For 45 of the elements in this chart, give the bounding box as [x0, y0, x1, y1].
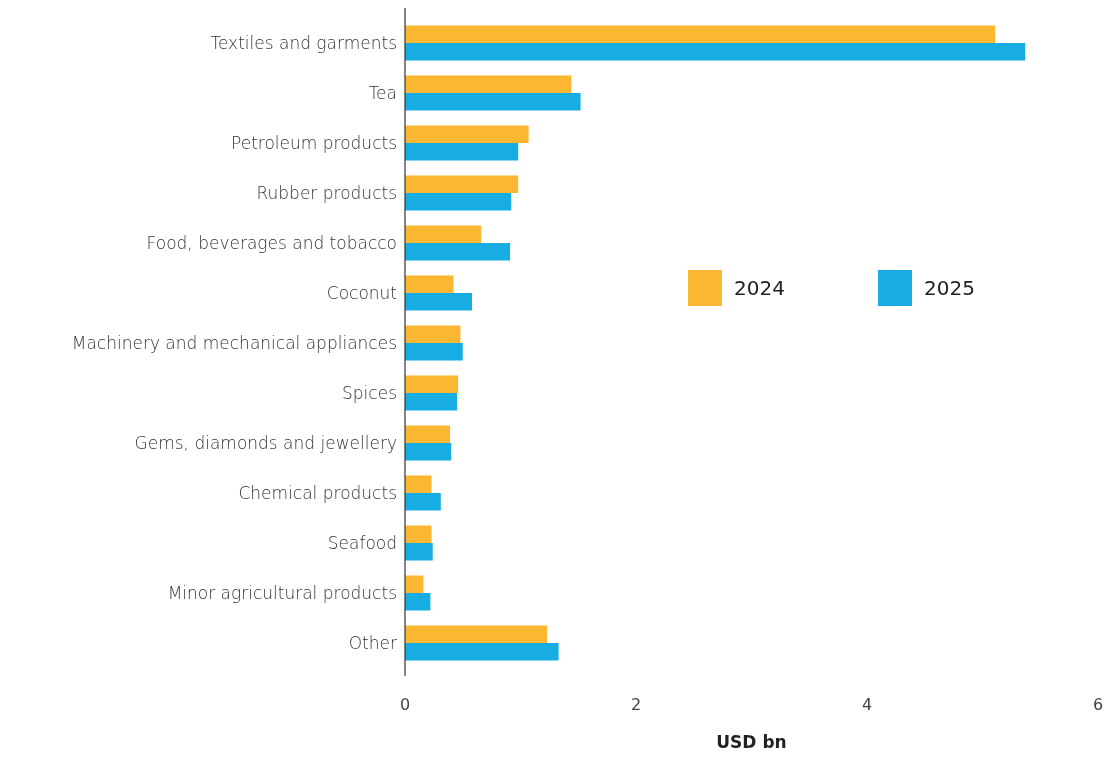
bar — [405, 625, 548, 643]
x-tick-label: 2 — [630, 695, 642, 714]
legend-label: 2024 — [734, 276, 785, 300]
bar — [405, 175, 519, 193]
y-tick-label: Rubber products — [256, 182, 397, 203]
bar — [405, 593, 431, 611]
bar — [405, 193, 512, 211]
y-tick-label: Coconut — [326, 282, 397, 303]
y-tick-label: Other — [348, 632, 397, 653]
y-tick-label: Food, beverages and tobacco — [146, 232, 397, 253]
bar — [405, 493, 441, 511]
bar — [405, 25, 996, 43]
y-tick-label: Textiles and garments — [210, 32, 397, 53]
x-axis-title: USD bn — [716, 732, 787, 752]
bar — [405, 325, 461, 343]
bar — [405, 43, 1026, 61]
bar — [405, 375, 459, 393]
y-tick-label: Seafood — [327, 532, 397, 553]
bar — [405, 343, 463, 361]
bar — [405, 425, 451, 443]
bar — [405, 643, 559, 661]
bar — [405, 93, 581, 111]
bar — [405, 443, 452, 461]
bar — [405, 275, 454, 293]
y-tick-label: Spices — [342, 382, 397, 403]
bar — [405, 243, 511, 261]
x-tick-label: 6 — [1092, 695, 1104, 714]
y-tick-label: Chemical products — [238, 482, 397, 503]
bar — [405, 525, 432, 543]
x-tick-label: 4 — [861, 695, 873, 714]
bar — [405, 543, 433, 561]
bar — [405, 475, 432, 493]
y-tick-label: Machinery and mechanical appliances — [71, 332, 397, 353]
bar — [405, 125, 529, 143]
legend-label: 2025 — [924, 276, 975, 300]
bar — [405, 143, 519, 161]
bar — [405, 393, 457, 411]
y-tick-label: Gems, diamonds and jewellery — [134, 432, 397, 453]
y-tick-label: Tea — [368, 82, 397, 103]
bar — [405, 225, 482, 243]
x-tick-label: 0 — [399, 695, 411, 714]
bar — [405, 75, 572, 93]
y-tick-label: Minor agricultural products — [167, 582, 397, 603]
bar — [405, 293, 472, 311]
y-tick-label: Petroleum products — [231, 132, 397, 153]
